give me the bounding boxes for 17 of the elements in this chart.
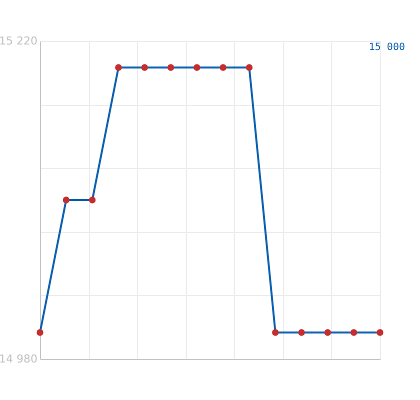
- point: [246, 64, 253, 71]
- point: [350, 329, 358, 336]
- point: [115, 64, 122, 71]
- y-tick-label: 14 980: [0, 352, 38, 366]
- point: [298, 329, 305, 336]
- point: [62, 196, 70, 204]
- point: [36, 329, 44, 336]
- point: [272, 329, 279, 336]
- y-tick-label: 15 220: [0, 34, 38, 48]
- point: [88, 196, 96, 204]
- point: [324, 329, 332, 336]
- point: [194, 64, 200, 71]
- point: [141, 64, 148, 71]
- point: [167, 64, 174, 71]
- annotation: 15 000: [368, 42, 405, 53]
- point: [376, 329, 384, 336]
- point: [220, 64, 226, 71]
